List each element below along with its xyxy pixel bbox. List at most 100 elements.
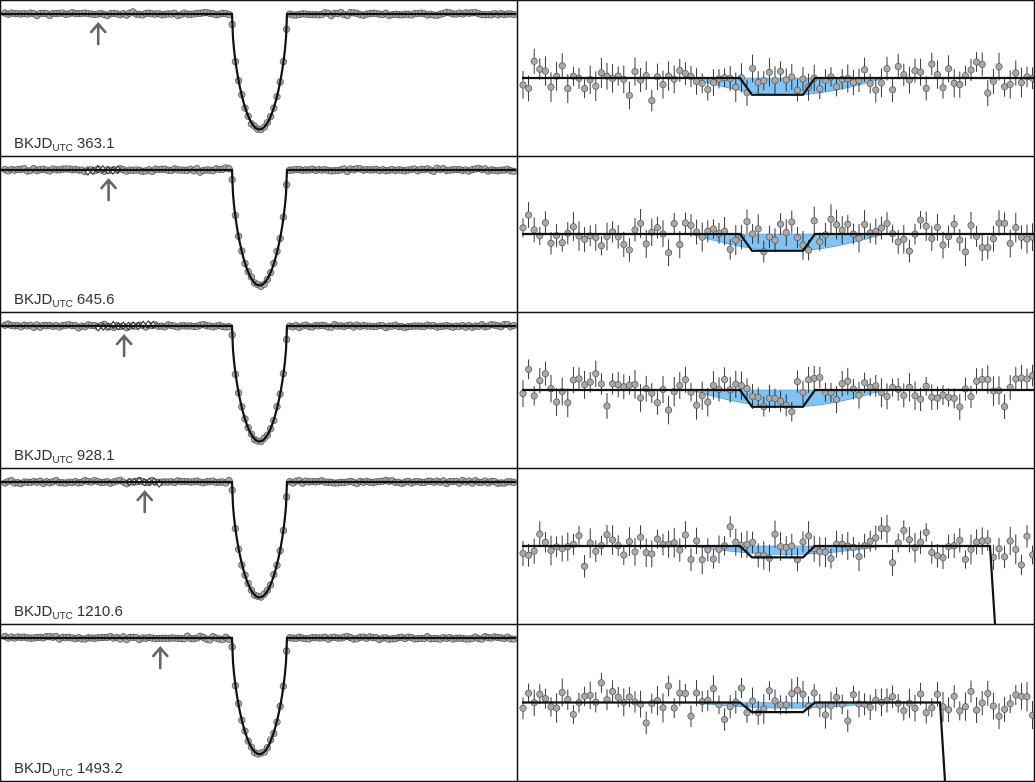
flux-point [945, 706, 953, 714]
flux-point [687, 712, 695, 720]
right-panel-4 [519, 514, 1035, 625]
flux-point [631, 548, 639, 556]
flux-point [709, 685, 717, 693]
flux-point [1029, 371, 1035, 380]
epoch-label: BKJDUTC 928.1 [14, 447, 114, 466]
label-main: BKJD [14, 135, 53, 152]
flux-point [917, 690, 925, 698]
flux-point [547, 239, 555, 247]
flux-point [782, 76, 790, 84]
label-sub: UTC [52, 768, 73, 779]
flux-point [525, 689, 533, 697]
flux-point [861, 220, 869, 229]
flux-point [665, 682, 673, 690]
flux-point [575, 375, 583, 383]
flux-point [653, 224, 661, 232]
flux-point [816, 373, 824, 382]
flux-point [581, 235, 589, 243]
flux-point [760, 77, 768, 85]
flux-point [693, 689, 701, 697]
flux-point [821, 548, 829, 556]
flux-point [737, 382, 745, 390]
flux-point [877, 224, 885, 232]
flux-point [754, 225, 762, 233]
flux-point [961, 703, 969, 711]
left-panel-3: BKJDUTC 928.1 [1, 320, 518, 466]
epoch-label: BKJDUTC 1493.2 [14, 760, 123, 779]
flux-point [541, 695, 549, 703]
flux-point [950, 692, 958, 700]
flux-point [799, 538, 807, 546]
flux-point [777, 397, 785, 405]
flux-point [973, 706, 981, 714]
flux-point [956, 707, 964, 715]
flux-point [805, 246, 813, 254]
flux-point [1023, 693, 1031, 701]
flux-point [693, 537, 701, 545]
flux-point [749, 538, 757, 546]
flux-point [525, 365, 533, 373]
flux-point [967, 221, 975, 229]
flux-point [877, 79, 885, 87]
flux-point [984, 89, 992, 97]
flux-point [665, 406, 673, 414]
flux-point [653, 535, 661, 543]
flux-point [967, 545, 975, 553]
flux-point [1006, 700, 1014, 708]
flux-point [900, 526, 908, 534]
flux-point [687, 555, 695, 564]
flux-point [541, 67, 549, 75]
eclipse-model-line [1, 12, 516, 131]
flux-point [967, 687, 975, 696]
flux-point [978, 60, 986, 68]
flux-point [1023, 375, 1031, 383]
flux-point [659, 81, 667, 89]
flux-point [984, 689, 992, 697]
flux-point [670, 704, 678, 712]
flux-point [933, 223, 941, 231]
flux-point [681, 690, 689, 698]
flux-point [945, 65, 953, 73]
flux-point [569, 223, 577, 231]
flux-point [922, 528, 930, 536]
flux-point [581, 85, 589, 93]
flux-point [928, 548, 936, 557]
flux-point [676, 382, 684, 390]
flux-point [900, 707, 908, 715]
flux-point [771, 236, 779, 244]
flux-point [536, 377, 544, 385]
flux-point [956, 403, 964, 411]
flux-point [541, 219, 549, 227]
epoch-label: BKJDUTC 645.6 [14, 291, 114, 310]
flux-point [855, 391, 863, 399]
right-panel-1 [519, 48, 1035, 112]
flux-point [894, 62, 902, 71]
flux-point [519, 390, 527, 398]
flux-point [558, 688, 566, 697]
flux-point [917, 395, 925, 403]
flux-point [805, 532, 813, 540]
flux-point [961, 248, 969, 256]
flux-point [586, 378, 594, 386]
secondary-model-line [522, 701, 947, 782]
flux-point [1001, 553, 1009, 561]
label-sub: UTC [52, 299, 73, 310]
flux-point [872, 382, 880, 390]
arrow-marker [136, 490, 154, 514]
flux-point [883, 65, 891, 73]
flux-point [709, 381, 717, 390]
flux-point [956, 81, 964, 89]
flux-point [967, 393, 975, 401]
flux-point [749, 230, 757, 238]
panel-row-5: BKJDUTC 1493.2 [1, 632, 1035, 782]
flux-point [788, 218, 796, 226]
flux-point [967, 66, 975, 74]
flux-point [995, 712, 1003, 720]
flux-point [754, 393, 762, 401]
flux-point [883, 525, 891, 533]
flux-point [575, 532, 583, 540]
flux-point [894, 238, 902, 246]
flux-point [676, 241, 684, 249]
flux-point [1029, 551, 1035, 559]
flux-point [681, 531, 689, 539]
